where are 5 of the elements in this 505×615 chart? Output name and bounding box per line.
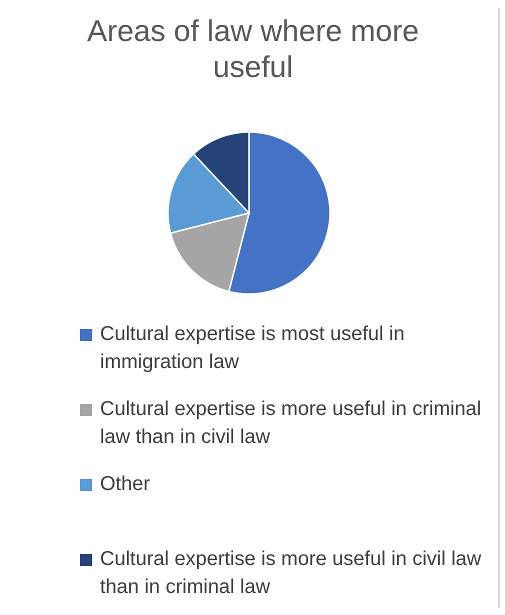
- legend-label: Other: [100, 472, 150, 497]
- legend-label: Cultural expertise is most useful in immigration law: [100, 322, 406, 375]
- legend-label: Cultural expertise is more useful in criminal law than in civil law: [100, 397, 482, 450]
- chart-title: Areas of law where more useful: [86, 14, 420, 86]
- legend-label: Cultural expertise is more useful in civil law than in criminal law: [100, 547, 482, 600]
